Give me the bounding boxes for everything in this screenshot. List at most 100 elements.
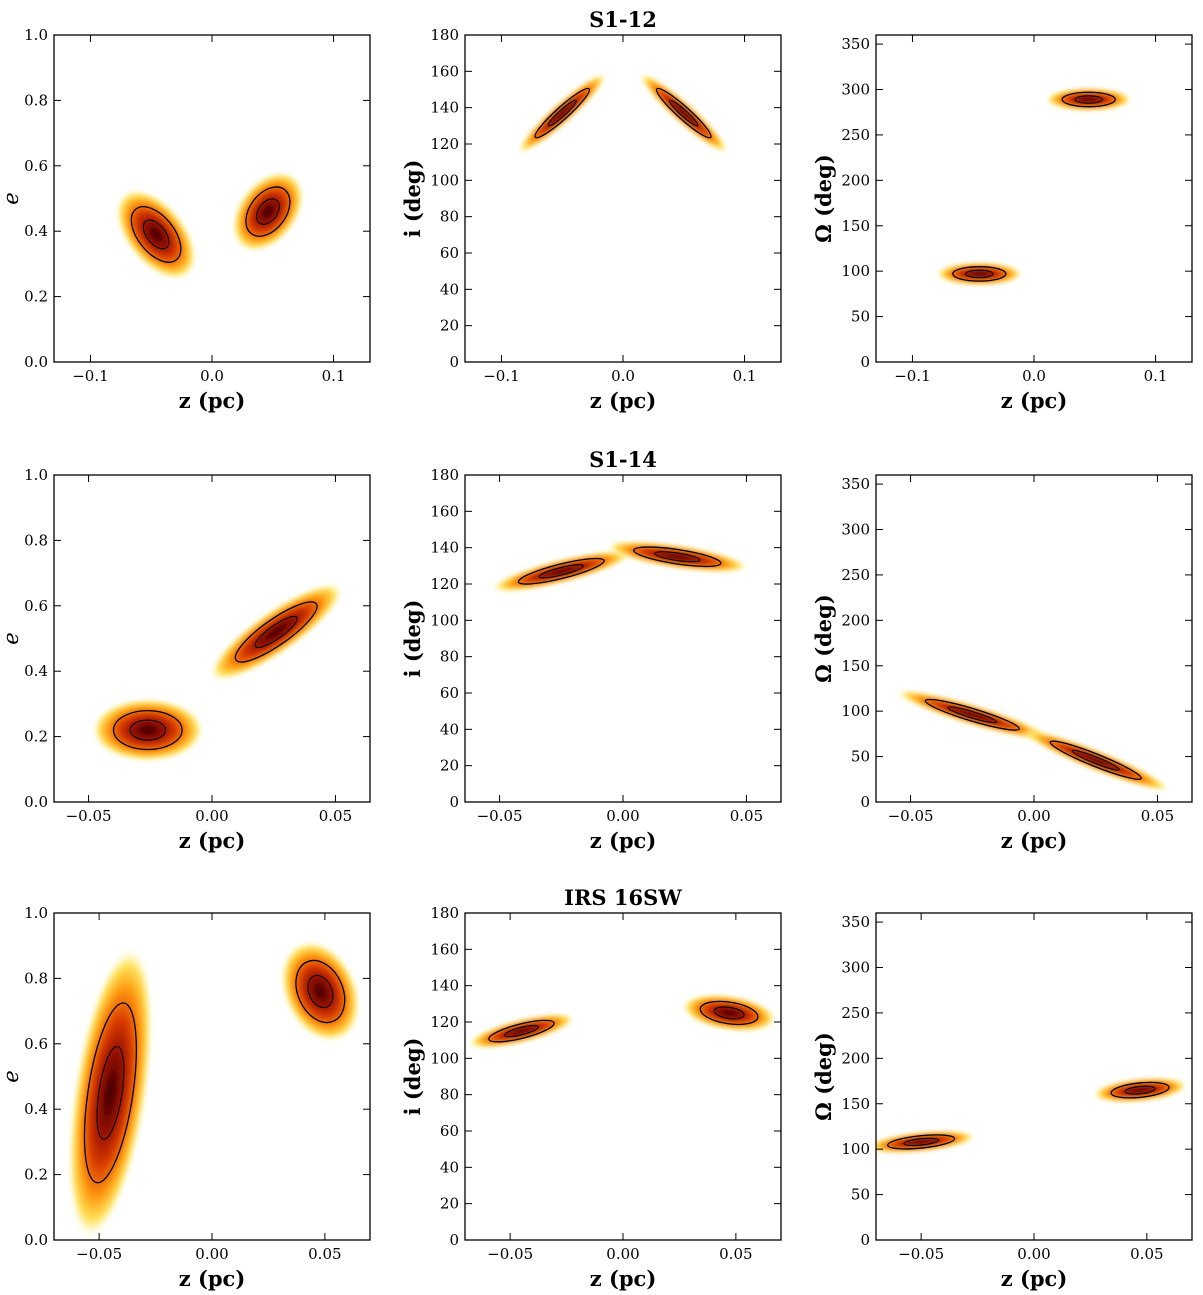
y-tick-label: 100 (430, 171, 459, 189)
y-tick-label: 20 (440, 317, 459, 335)
x-tick-label: 0.00 (1017, 807, 1050, 825)
contour-outer-negative-z (952, 266, 1007, 282)
contour-outer-negative-z (488, 1019, 555, 1043)
x-axis-label: z (pc) (179, 828, 246, 853)
y-tick-label: 0 (449, 1231, 459, 1249)
contour-inner-negative-z (965, 269, 994, 279)
contour-outer-positive-z (1061, 91, 1116, 108)
density-blob-positive-z (606, 541, 748, 573)
y-tick-label: 250 (841, 566, 870, 584)
y-tick-label: 100 (841, 702, 870, 720)
y-tick-label: 0.6 (24, 157, 48, 175)
y-axis-label: Ω (deg) (811, 154, 836, 243)
plot-area (896, 690, 1170, 791)
contour-outer-positive-z (699, 1000, 759, 1026)
y-tick-label: 0.4 (24, 662, 48, 680)
y-tick-label: 140 (430, 539, 459, 557)
x-tick-label: −0.05 (487, 1245, 533, 1263)
contour-inner-positive-z (307, 974, 334, 1009)
contour-inner-negative-z (142, 219, 170, 250)
x-tick-label: 0.1 (322, 367, 346, 385)
density-blob-negative-z (518, 73, 607, 153)
panel-0-1: −0.1 0.0 0.1 0 20 40 60 80 100 120 140 160 180 z (pc)… (400, 7, 782, 413)
contour-outer-positive-z (1110, 1081, 1170, 1099)
y-tick-label: 40 (440, 1158, 459, 1176)
contour-outer-positive-z (655, 87, 712, 139)
contour-inner-positive-z (654, 551, 701, 563)
y-axis-label: i (deg) (400, 1038, 425, 1116)
y-tick-label: 40 (440, 720, 459, 738)
density-blob-negative-z (68, 947, 153, 1238)
x-tick-label: −0.1 (894, 367, 930, 385)
y-tick-label: 50 (851, 1186, 870, 1204)
contour-inner-positive-z (713, 1006, 745, 1020)
y-tick-label: 0.6 (24, 1035, 48, 1053)
plot-area (468, 994, 776, 1049)
y-tick-label: 20 (440, 757, 459, 775)
x-tick-label: 0.00 (606, 807, 639, 825)
x-tick-label: −0.05 (76, 1245, 122, 1263)
y-tick-label: 160 (430, 502, 459, 520)
density-blob-positive-z (1093, 1077, 1187, 1103)
density-blob-negative-z (468, 1013, 575, 1049)
y-tick-label: 60 (440, 684, 459, 702)
contour-inner-positive-z (1071, 749, 1120, 771)
contour-outer-positive-z (295, 959, 346, 1024)
contour-outer-negative-z (112, 709, 183, 751)
y-tick-label: 80 (440, 1086, 459, 1104)
y-tick-label: 180 (430, 26, 459, 44)
x-axis-label: z (pc) (590, 388, 657, 413)
y-tick-label: 200 (841, 171, 870, 189)
density-blob-positive-z (682, 994, 776, 1032)
x-tick-label: 0.1 (1144, 367, 1168, 385)
contour-outer-negative-z (534, 87, 591, 139)
y-tick-label: 100 (841, 1140, 870, 1158)
y-axis-label: e (0, 632, 23, 644)
y-tick-label: 350 (841, 913, 870, 931)
x-axis-label: z (pc) (1001, 1266, 1068, 1291)
y-tick-label: 0.4 (24, 1100, 48, 1118)
x-tick-label: 0.00 (606, 1245, 639, 1263)
y-tick-label: 0.6 (24, 597, 48, 615)
contour-outer-positive-z (245, 186, 291, 237)
y-tick-label: 20 (440, 1195, 459, 1213)
y-tick-label: 50 (851, 748, 870, 766)
contour-outer-negative-z (130, 206, 182, 263)
x-tick-label: 0.00 (195, 807, 228, 825)
x-tick-label: 0.00 (1017, 1245, 1050, 1263)
contour-inner-negative-z (96, 1045, 125, 1140)
y-tick-label: 60 (440, 244, 459, 262)
contour-inner-negative-z (947, 706, 998, 724)
x-axis-label: z (pc) (1001, 388, 1068, 413)
x-tick-label: −0.05 (66, 807, 112, 825)
panel-2-1: −0.05 0.00 0.05 0 20 40 60 80 100 120 140 160 180 z (… (400, 885, 782, 1291)
y-tick-label: 200 (841, 611, 870, 629)
y-tick-label: 0.8 (24, 969, 48, 987)
y-axis-label: e (0, 1070, 23, 1082)
y-axis-label: e (0, 192, 23, 204)
panel-1-0: −0.05 0.00 0.05 0.0 0.2 0.4 0.6 0.8 1.0 z (pc) e (0, 466, 371, 853)
contour-inner-negative-z (504, 1024, 539, 1038)
y-axis-label: Ω (deg) (811, 594, 836, 683)
contour-outer-negative-z (517, 557, 605, 585)
panel-2-0: −0.05 0.00 0.05 0.0 0.2 0.4 0.6 0.8 1.0 z (pc) e (0, 904, 371, 1291)
y-tick-label: 1.0 (24, 466, 48, 484)
density-blob-positive-z (1045, 87, 1132, 112)
panel-1-1: −0.05 0.00 0.05 0 20 40 60 80 100 120 140 160 180 z (… (400, 447, 782, 853)
density-blob-negative-z (492, 550, 631, 592)
y-tick-label: 60 (440, 1122, 459, 1140)
contour-inner-positive-z (254, 615, 298, 649)
contour-outer-negative-z (887, 1134, 956, 1150)
contour-inner-positive-z (256, 198, 280, 225)
density-blob-positive-z (281, 941, 360, 1042)
x-tick-label: 0.00 (195, 1245, 228, 1263)
contour-outer-positive-z (633, 546, 722, 568)
contour-inner-positive-z (669, 99, 699, 127)
y-tick-label: 160 (430, 940, 459, 958)
y-tick-label: 0 (860, 1231, 870, 1249)
density-blob-negative-z (896, 690, 1049, 740)
y-tick-label: 120 (430, 135, 459, 153)
x-tick-label: 0.0 (1022, 367, 1046, 385)
contour-outer-negative-z (924, 698, 1020, 731)
